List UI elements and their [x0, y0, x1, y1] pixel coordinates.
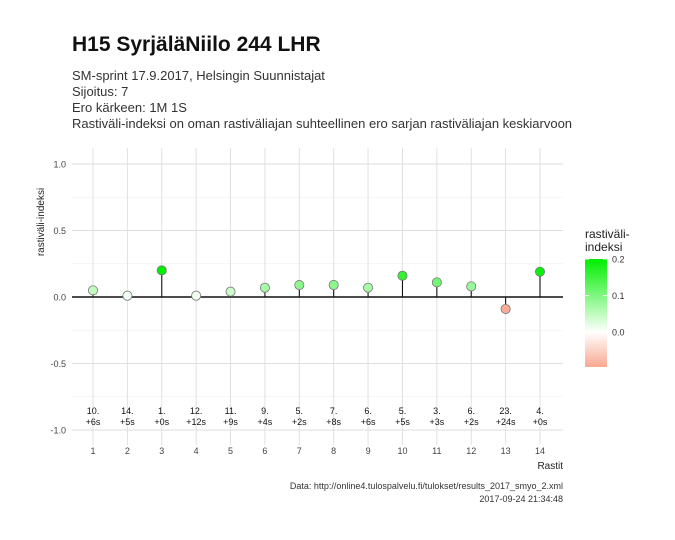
- data-point: [294, 280, 305, 291]
- time-diff-label: +12s: [186, 417, 206, 427]
- placement-label: 5.: [296, 406, 304, 416]
- data-point: [535, 266, 546, 277]
- placement-label: 5.: [399, 406, 407, 416]
- x-axis-label: Rastit: [537, 461, 563, 472]
- timestamp-caption: 2017-09-24 21:34:48: [479, 494, 563, 504]
- data-point: [191, 290, 202, 301]
- placement-label: 10.: [87, 406, 100, 416]
- placement-label: 6.: [364, 406, 372, 416]
- x-tick-label: 5: [228, 446, 233, 456]
- time-diff-label: +3s: [429, 417, 444, 427]
- x-tick-label: 11: [432, 446, 441, 456]
- placement-label: 12.: [190, 406, 203, 416]
- data-point: [225, 286, 236, 297]
- data-point: [328, 280, 339, 291]
- legend-tick-label: 0.0: [612, 328, 625, 338]
- chart-title: H15 SyrjäläNiilo 244 LHR: [72, 33, 321, 56]
- axes: 1.00.50.0-0.5-1.01 2 3 4 5 6 7 8 9 10 11 12 13 14Rast…: [36, 160, 563, 473]
- data-point: [466, 281, 477, 292]
- y-tick-label: -0.5: [50, 359, 66, 369]
- placement-label: 7.: [330, 406, 338, 416]
- data-point: [88, 285, 99, 296]
- x-tick-label: 4: [194, 446, 199, 456]
- legend-tick-label: 0.2: [612, 255, 625, 265]
- placement-label: 11.: [225, 406, 237, 416]
- time-diff-label: +5s: [395, 417, 410, 427]
- placement-label: 6.: [467, 406, 475, 416]
- y-tick-label: -1.0: [50, 426, 66, 436]
- legend-colorbar: [585, 259, 607, 367]
- subtitle-gap: Ero kärkeen: 1M 1S: [72, 100, 187, 115]
- x-tick-label: 9: [366, 446, 371, 456]
- time-diff-label: +2s: [292, 417, 307, 427]
- data-point: [259, 282, 270, 293]
- legend-tick-label: 0.1: [612, 291, 625, 301]
- time-diff-label: +8s: [326, 417, 341, 427]
- placement-label: 9.: [261, 406, 269, 416]
- x-tick-label: 3: [159, 446, 164, 456]
- time-diff-label: +2s: [464, 417, 479, 427]
- y-tick-label: 1.0: [53, 160, 66, 170]
- time-diff-label: +6s: [361, 417, 376, 427]
- legend-title-line: indeksi: [585, 240, 623, 254]
- data-point: [122, 290, 133, 301]
- legend-title: rastiväli- indeksi: [585, 228, 655, 254]
- time-diff-label: +24s: [496, 417, 516, 427]
- x-tick-label: 14: [535, 446, 545, 456]
- placement-label: 3.: [433, 406, 441, 416]
- time-diff-label: +0s: [533, 417, 548, 427]
- point-annotations: 10.+6s14.+5s1.+0s12.+12s11.+9s9.+4s5.+2s…: [86, 406, 548, 427]
- x-tick-label: 10: [397, 446, 407, 456]
- x-tick-label: 7: [297, 446, 302, 456]
- x-tick-label: 13: [501, 446, 511, 456]
- y-tick-label: 0.0: [53, 293, 66, 303]
- x-tick-label: 6: [262, 446, 267, 456]
- x-tick-label: 8: [331, 446, 336, 456]
- data-point: [397, 270, 408, 281]
- placement-label: 23.: [499, 406, 512, 416]
- time-diff-label: +6s: [86, 417, 101, 427]
- data-points: [88, 265, 546, 314]
- time-diff-label: +5s: [120, 417, 135, 427]
- data-source-caption: Data: http://online4.tulospalvelu.fi/tul…: [289, 481, 563, 491]
- x-tick-label: 12: [466, 446, 476, 456]
- color-legend: 0.2 0.1 0.0: [585, 255, 625, 367]
- x-tick-label: 2: [125, 446, 130, 456]
- y-axis-label: rastiväli-indeksi: [36, 188, 47, 256]
- placement-label: 1.: [158, 406, 166, 416]
- data-point: [363, 282, 374, 293]
- legend-title-line: rastiväli-: [585, 227, 630, 241]
- subtitle-description: Rastiväli-indeksi on oman rastiväliajan …: [72, 116, 573, 131]
- subtitle-race: SM-sprint 17.9.2017, Helsingin Suunnista…: [72, 68, 325, 83]
- x-tick-label: 1: [90, 446, 95, 456]
- placement-label: 4.: [536, 406, 544, 416]
- time-diff-label: +9s: [223, 417, 238, 427]
- y-tick-label: 0.5: [53, 226, 66, 236]
- data-point: [431, 277, 442, 288]
- subtitle-placement: Sijoitus: 7: [72, 84, 129, 99]
- placement-label: 14.: [121, 406, 134, 416]
- data-point: [500, 303, 511, 314]
- time-diff-label: +4s: [258, 417, 273, 427]
- data-point: [156, 265, 167, 276]
- time-diff-label: +0s: [154, 417, 169, 427]
